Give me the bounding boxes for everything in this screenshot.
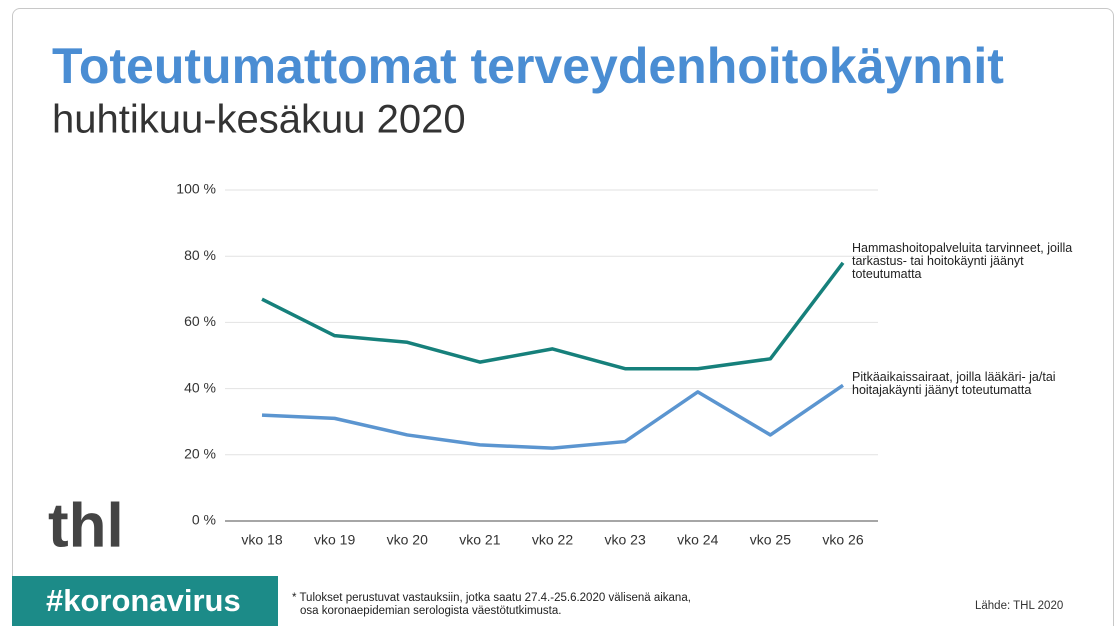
- series-label: Hammashoitopalveluita tarvinneet, joilla…: [852, 241, 1073, 281]
- line: [261, 383, 844, 450]
- y-tick-label: 0 %: [192, 512, 216, 528]
- series-label: Pitkäaikaissairaat, joilla lääkäri- ja/t…: [852, 370, 1056, 397]
- line: [261, 261, 845, 371]
- x-tick-label: vko 24: [677, 532, 718, 548]
- x-tick-label: vko 18: [241, 532, 282, 548]
- footnote: * Tulokset perustuvat vastauksiin, jotka…: [292, 592, 691, 604]
- hashtag-banner: [12, 576, 278, 626]
- card: [12, 8, 1114, 626]
- chart-subtitle: huhtikuu-kesäkuu 2020: [52, 98, 466, 142]
- x-tick-label: vko 25: [750, 532, 791, 548]
- footnote: osa koronaepidemian serologista väestötu…: [300, 605, 561, 617]
- y-tick-label: 80 %: [184, 247, 216, 263]
- y-tick-label: 100 %: [176, 181, 216, 197]
- chart-title: Toteutumattomat terveydenhoitokäynnit: [52, 38, 1004, 94]
- y-tick-label: 60 %: [184, 313, 216, 329]
- x-tick-label: vko 23: [605, 532, 646, 548]
- logo: thl: [48, 491, 124, 560]
- x-tick-label: vko 26: [822, 532, 863, 548]
- hashtag: #koronavirus: [46, 583, 241, 618]
- y-tick-label: 20 %: [184, 446, 216, 462]
- x-tick-label: vko 21: [459, 532, 500, 548]
- y-tick-label: 40 %: [184, 379, 216, 395]
- x-tick-label: vko 22: [532, 532, 573, 548]
- x-tick-label: vko 19: [314, 532, 355, 548]
- source: Lähde: THL 2020: [975, 600, 1063, 612]
- x-tick-label: vko 20: [387, 532, 428, 548]
